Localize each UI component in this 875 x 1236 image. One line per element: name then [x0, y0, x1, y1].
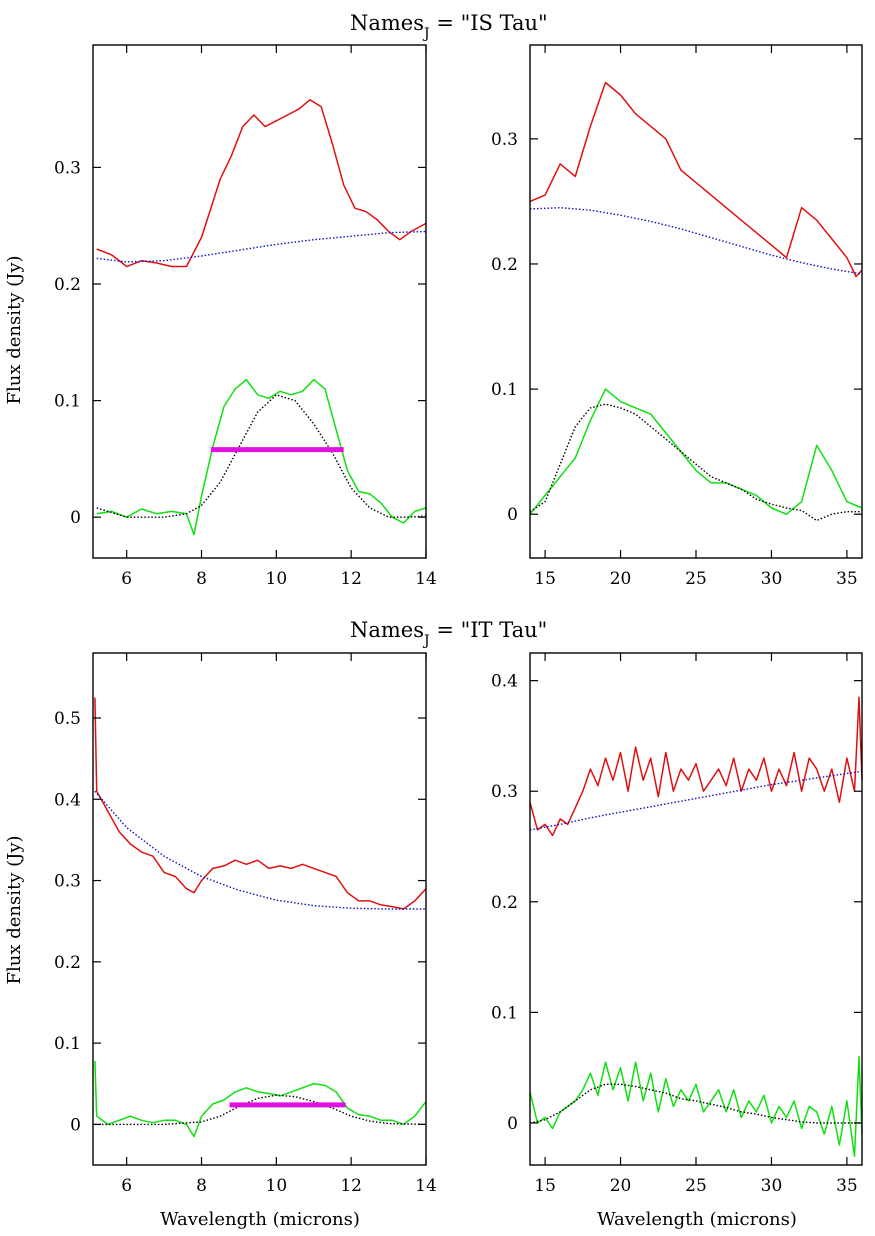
y-tick-label: 0: [507, 505, 518, 525]
y-tick-label: 0.3: [54, 158, 81, 178]
y-tick-label: 0.1: [54, 392, 81, 412]
panel-it-tau-short: 6 8 10 12 14 0 0.1 0.2 0.3 0.4 0.5: [54, 652, 437, 1196]
y-tick-label: 0.3: [54, 872, 81, 892]
title-bottom: NamesJ = "IT Tau": [350, 618, 547, 649]
y-tick-label: 0.3: [491, 130, 518, 150]
series-model-line: [529, 1083, 862, 1124]
x-tick-label: 15: [534, 1176, 556, 1196]
series-continuum-line: [529, 206, 863, 275]
x-tick-label: 20: [610, 1176, 632, 1196]
y-tick-label: 0.2: [54, 953, 81, 973]
panel-is-tau-long: 15 20 25 30 35 0 0.1 0.2 0.3: [491, 44, 863, 589]
series-observed-line: [529, 81, 863, 278]
x-tick-label: 8: [196, 569, 207, 589]
y-tick-label: 0: [507, 1114, 518, 1134]
x-tick-label: 25: [685, 1176, 707, 1196]
series-observed-line: [94, 697, 427, 910]
y-tick-label: 0.2: [54, 275, 81, 295]
xlabel-bottom-left: Wavelength (microns): [160, 1209, 360, 1230]
x-tick-label: 15: [534, 569, 556, 589]
x-tick-label: 10: [266, 569, 288, 589]
y-tick-label: 0.2: [491, 255, 518, 275]
x-tick-label: 30: [761, 569, 783, 589]
ylabel-bottom: Flux density (Jy): [4, 835, 25, 984]
y-tick-label: 0.3: [491, 782, 518, 802]
series-residual-line: [529, 388, 863, 515]
series-residual-line: [94, 1060, 427, 1138]
x-tick-label: 35: [836, 1176, 858, 1196]
y-tick-label: 0.1: [54, 1034, 81, 1054]
ylabel-top: Flux density (Jy): [4, 255, 25, 404]
x-tick-label: 20: [610, 569, 632, 589]
x-tick-label: 35: [836, 569, 858, 589]
panel-is-tau-short: 6 8 10 12 14 0 0.1 0.2 0.3: [54, 44, 437, 589]
y-tick-label: 0.2: [491, 893, 518, 913]
y-tick-label: 0.5: [54, 709, 81, 729]
series-continuum-line: [529, 770, 863, 831]
series-model-line: [94, 1094, 427, 1126]
plot-frame: [92, 652, 427, 1166]
x-tick-label: 14: [415, 1176, 437, 1196]
x-tick-label: 25: [685, 569, 707, 589]
title-top: NamesJ = "IS Tau": [350, 11, 548, 42]
y-tick-label: 0.4: [54, 790, 81, 810]
x-tick-label: 30: [761, 1176, 783, 1196]
plot-frame: [529, 44, 863, 559]
panel-it-tau-long: 15 20 25 30 35 0 0.1 0.2 0.3 0.4: [491, 652, 863, 1196]
plot-frame: [92, 44, 427, 559]
series-observed-line: [96, 99, 427, 268]
x-tick-label: 12: [340, 569, 362, 589]
series-continuum-line: [96, 230, 427, 263]
x-tick-label: 8: [196, 1176, 207, 1196]
y-tick-label: 0: [70, 1115, 81, 1135]
y-tick-label: 0: [70, 508, 81, 528]
x-tick-label: 14: [415, 569, 437, 589]
x-tick-label: 6: [121, 569, 132, 589]
y-tick-label: 0.1: [491, 380, 518, 400]
y-tick-label: 0.1: [491, 1003, 518, 1023]
x-tick-label: 12: [340, 1176, 362, 1196]
series-continuum-line: [94, 790, 426, 910]
xlabel-bottom-right: Wavelength (microns): [597, 1209, 797, 1230]
series-model-line: [529, 403, 862, 522]
x-tick-label: 10: [266, 1176, 288, 1196]
series-residual-line: [96, 378, 427, 536]
x-tick-label: 6: [121, 1176, 132, 1196]
y-tick-label: 0.4: [491, 672, 518, 692]
plot-frame: [529, 652, 863, 1166]
series-residual-line: [529, 1055, 863, 1157]
series-observed-line: [529, 696, 863, 837]
